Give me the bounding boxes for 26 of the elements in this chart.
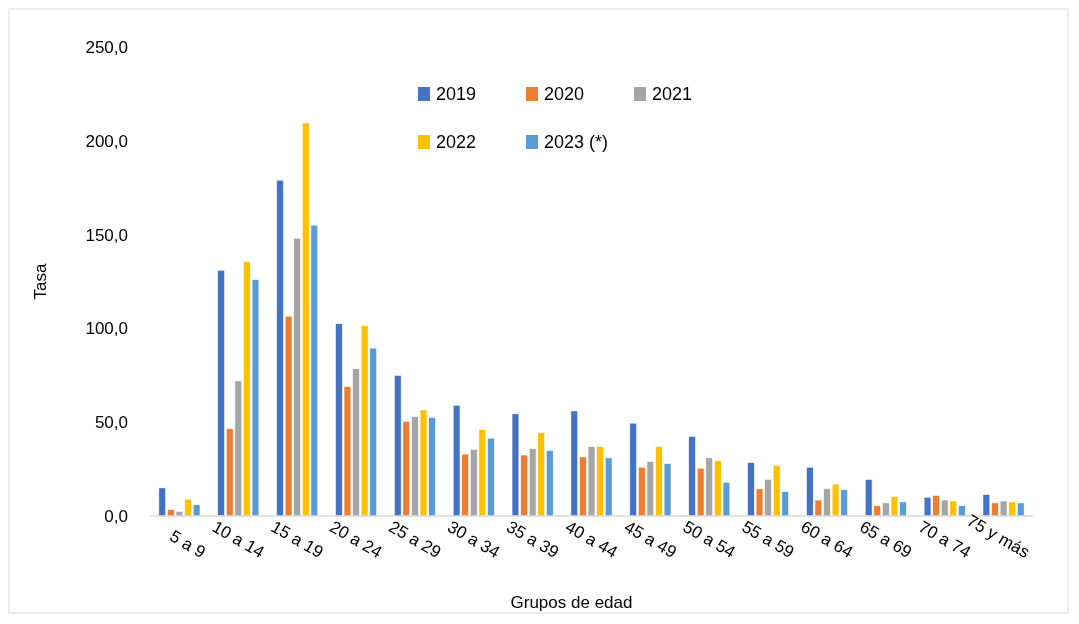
x-tick-label: 25 a 29: [385, 517, 445, 562]
legend-label: 2021: [652, 84, 693, 105]
y-tick-label: 150,0: [85, 225, 128, 245]
x-tick-label: 30 a 34: [444, 517, 503, 562]
legend-label: 2023 (*): [544, 132, 609, 153]
y-tick-label: 50,0: [94, 413, 128, 433]
x-tick-label: 20 a 24: [326, 517, 386, 562]
y-tick-label: 100,0: [85, 319, 128, 339]
x-tick-label: 60 a 64: [797, 517, 857, 562]
y-axis-title: Tasa: [31, 263, 50, 300]
x-tick-label: 40 a 44: [562, 517, 621, 562]
x-tick-label: 10 a 14: [208, 517, 268, 562]
x-tick-label: 50 a 54: [679, 517, 739, 562]
y-tick-label: 200,0: [85, 131, 128, 151]
y-tick-label: 250,0: [85, 37, 128, 57]
x-axis-title: Grupos de edad: [510, 593, 633, 612]
legend-label: 2022: [436, 132, 477, 153]
x-tick-label: 55 a 59: [738, 517, 798, 562]
y-tick-label: 0,0: [104, 506, 128, 526]
x-tick-label: 15 a 19: [267, 517, 327, 562]
x-tick-label: 65 a 69: [856, 517, 916, 562]
legend-label: 2019: [436, 84, 477, 105]
x-tick-label: 45 a 49: [620, 517, 680, 562]
x-tick-label: 5 a 9: [166, 526, 209, 562]
x-tick-label: 35 a 39: [503, 517, 562, 562]
legend-label: 2020: [544, 84, 585, 105]
